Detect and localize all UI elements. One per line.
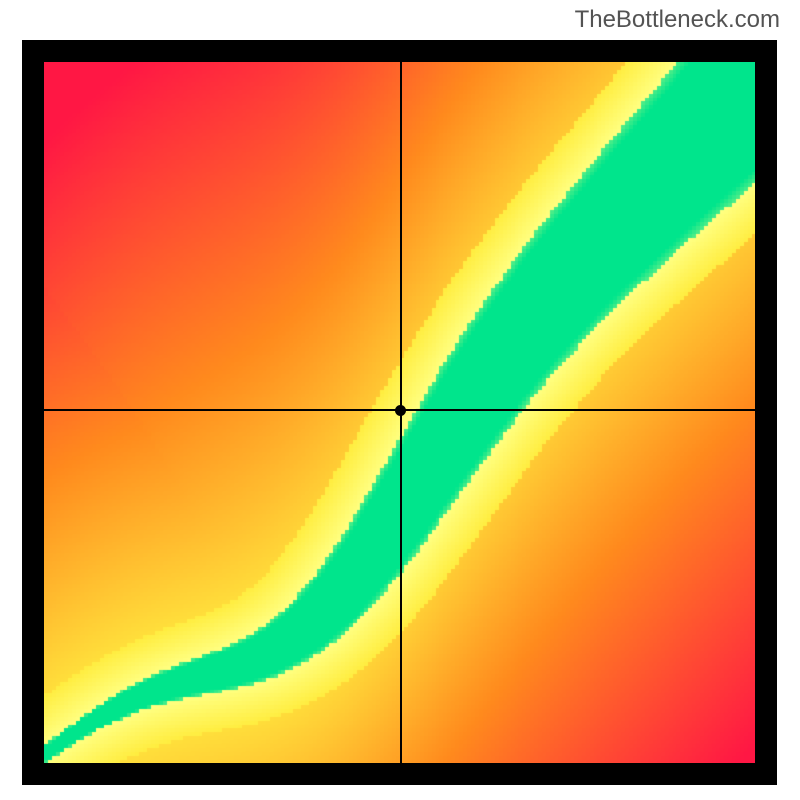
chart-container: TheBottleneck.com <box>0 0 800 800</box>
watermark-text: TheBottleneck.com <box>575 6 780 34</box>
